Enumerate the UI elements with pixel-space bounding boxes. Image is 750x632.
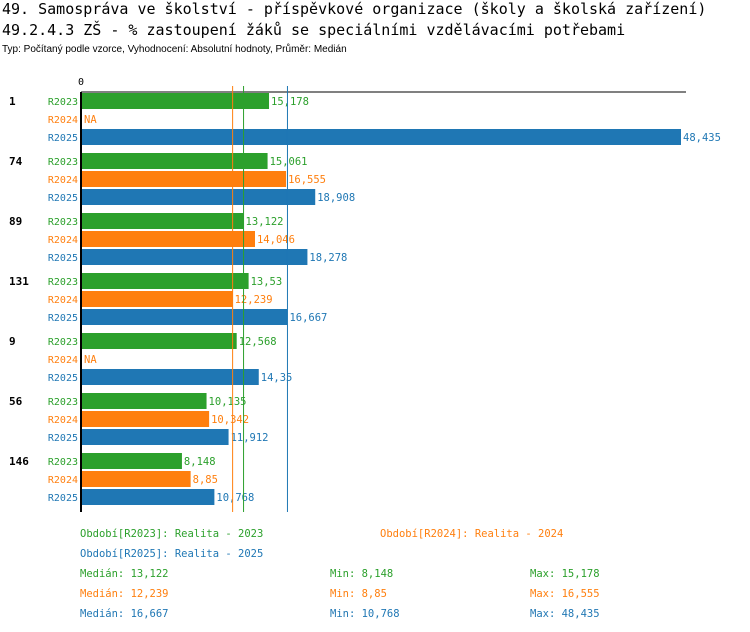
bar [82, 213, 244, 229]
series-label: R2023 [48, 97, 78, 108]
bar [82, 471, 191, 487]
bar [82, 411, 210, 427]
bar [82, 153, 268, 169]
category-label: 56 [9, 395, 23, 408]
data-label: 12,568 [239, 336, 277, 348]
series-label: R2025 [48, 433, 78, 444]
data-label: 16,667 [289, 312, 327, 324]
chart-subtitle: 49.2.4.3 ZŠ - % zastoupení žáků se speci… [2, 21, 626, 39]
data-label: 16,555 [288, 174, 326, 186]
data-label: 12,239 [235, 294, 273, 306]
category-label: 131 [9, 275, 29, 288]
series-label: R2024 [48, 415, 78, 426]
series-label: R2024 [48, 115, 78, 126]
series-label: R2025 [48, 193, 78, 204]
min-r2024: Min: 8,85 [330, 588, 387, 600]
category-label: 89 [9, 215, 22, 228]
min-r2025: Min: 10,768 [330, 608, 400, 620]
max-r2024: Max: 16,555 [530, 588, 600, 600]
min-r2023: Min: 8,148 [330, 568, 394, 580]
bar [82, 273, 249, 289]
legend-period-r2024: Období[R2024]: Realita - 2024 [380, 528, 564, 540]
data-label: 48,435 [683, 132, 721, 144]
bar [82, 309, 288, 325]
median-r2023: Medián: 13,122 [80, 568, 169, 580]
bar [82, 393, 207, 409]
median-r2025: Medián: 16,667 [80, 608, 169, 620]
series-label: R2023 [48, 397, 78, 408]
data-label: 14,35 [261, 372, 293, 384]
bar [82, 333, 237, 349]
series-label: R2025 [48, 133, 78, 144]
series-label: R2023 [48, 157, 78, 168]
data-label: 10,135 [209, 396, 247, 408]
category-label: 146 [9, 455, 29, 468]
data-label: 18,278 [309, 252, 347, 264]
legend-period-r2025: Období[R2025]: Realita - 2025 [80, 548, 264, 560]
chart-title: 49. Samospráva ve školství - příspěvkové… [2, 0, 707, 18]
series-label: R2024 [48, 235, 78, 246]
series-label: R2023 [48, 217, 78, 228]
chart-info: Typ: Počítaný podle vzorce, Vyhodnocení:… [2, 44, 347, 55]
bar-chart: 0 1 R2023 15,178 R2024 NA R2025 48,435 74 R2023 15… [9, 77, 721, 512]
series-label: R2025 [48, 493, 78, 504]
series-label: R2024 [48, 295, 78, 306]
median-r2024: Medián: 12,239 [80, 588, 169, 600]
category-label: 1 [9, 95, 16, 108]
bar [82, 453, 182, 469]
bar [82, 231, 255, 247]
data-label: 14,046 [257, 234, 295, 246]
series-label: R2025 [48, 373, 78, 384]
data-label: 10,342 [211, 414, 249, 426]
bar [82, 129, 681, 145]
data-label: 11,912 [231, 432, 269, 444]
series-label: R2024 [48, 355, 78, 366]
data-label: 15,061 [270, 156, 308, 168]
data-label: NA [84, 114, 97, 126]
data-label: 10,768 [216, 492, 254, 504]
series-label: R2025 [48, 253, 78, 264]
data-label: 18,908 [317, 192, 355, 204]
series-label: R2023 [48, 457, 78, 468]
bar [82, 189, 316, 205]
series-label: R2025 [48, 313, 78, 324]
bar [82, 171, 287, 187]
bar [82, 291, 233, 307]
data-label: 13,53 [251, 276, 283, 288]
bar [82, 369, 259, 385]
series-label: R2023 [48, 337, 78, 348]
bar [82, 429, 229, 445]
series-label: R2024 [48, 475, 78, 486]
data-label: 8,85 [193, 474, 218, 486]
category-label: 74 [9, 155, 23, 168]
max-r2025: Max: 48,435 [530, 608, 600, 620]
category-label: 9 [9, 335, 16, 348]
data-label: 15,178 [271, 96, 309, 108]
data-label: 8,148 [184, 456, 216, 468]
bar [82, 249, 308, 265]
data-label: NA [84, 354, 97, 366]
bar [82, 489, 215, 505]
series-label: R2023 [48, 277, 78, 288]
bar [82, 93, 270, 109]
x-tick-label: 0 [78, 77, 84, 88]
data-label: 13,122 [246, 216, 284, 228]
legend-period-r2023: Období[R2023]: Realita - 2023 [80, 528, 264, 540]
series-label: R2024 [48, 175, 78, 186]
max-r2023: Max: 15,178 [530, 568, 600, 580]
